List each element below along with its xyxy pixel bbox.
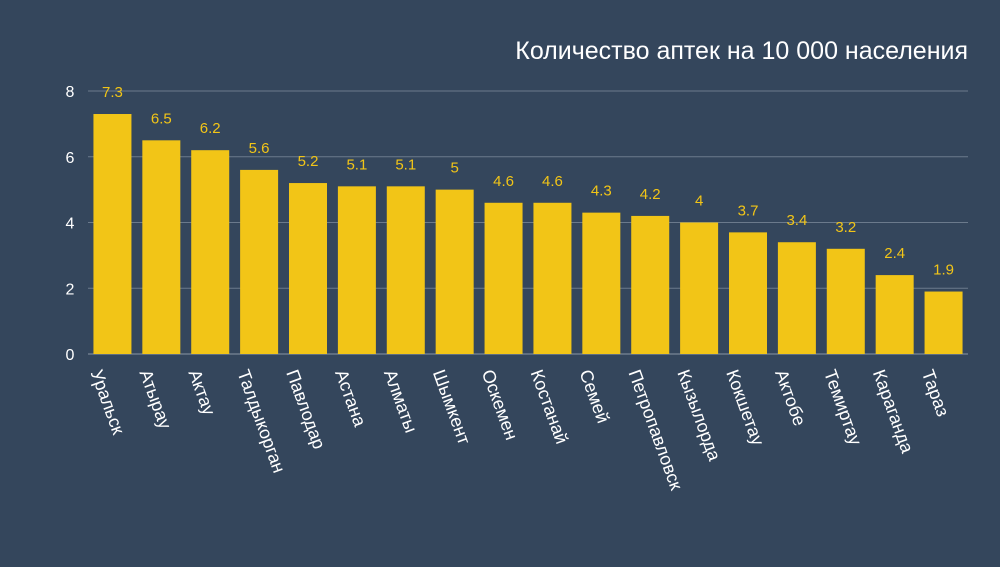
category-label: Тараз	[918, 367, 953, 419]
value-label: 3.4	[786, 212, 807, 229]
value-label: 2.4	[884, 245, 905, 262]
bar	[924, 291, 963, 354]
value-label: 3.2	[835, 219, 856, 236]
value-label: 5.2	[298, 153, 319, 170]
value-label: 6.5	[151, 110, 172, 127]
category-label: Алматы	[380, 367, 421, 436]
category-label: Семей	[576, 367, 614, 426]
bar	[435, 189, 474, 354]
value-label: 4.3	[591, 183, 612, 200]
category-label: Шымкент	[429, 367, 475, 447]
category-label: Талдыкорган	[233, 367, 289, 476]
category-label: Костанай	[527, 367, 572, 447]
gridlines	[88, 90, 968, 355]
bar	[729, 232, 767, 354]
bar	[289, 183, 327, 354]
value-label: 5	[450, 160, 458, 177]
y-tick-label: 6	[66, 150, 75, 167]
bar	[826, 248, 865, 354]
category-label: Караганда	[869, 367, 918, 457]
y-axis-ticks: 0 2 4 6 8	[66, 84, 75, 364]
category-label: Павлодар	[282, 367, 329, 452]
bar	[93, 114, 132, 354]
value-label: 4.2	[640, 186, 661, 203]
bar	[680, 222, 719, 354]
bar	[631, 215, 670, 354]
value-label: 6.2	[200, 120, 221, 137]
category-label: Астана	[331, 367, 370, 430]
value-label: 5.6	[249, 140, 270, 157]
category-label: Уральск	[87, 367, 129, 437]
bar	[484, 202, 523, 354]
y-tick-label: 0	[66, 347, 75, 364]
category-label: Темиртау	[820, 367, 866, 448]
value-label: 5.1	[346, 156, 367, 173]
value-labels: 7.3 6.5 6.2 5.6 5.2 5.1 5.1 5 4.6 4.6 4.3 4.2 4 3.7 3.…	[102, 84, 954, 279]
category-label: Кокшетау	[722, 367, 768, 448]
bar	[875, 275, 914, 354]
value-label: 4	[695, 193, 703, 210]
bar	[142, 140, 181, 354]
category-label: Актау	[184, 367, 219, 418]
bar	[240, 169, 279, 354]
value-label: 4.6	[542, 173, 563, 190]
y-tick-label: 2	[66, 281, 75, 298]
category-label: Оскемен	[478, 367, 522, 443]
category-label: Кызылорда	[673, 367, 725, 464]
category-label: Атырау	[136, 367, 176, 432]
value-label: 7.3	[102, 84, 123, 101]
bar	[582, 212, 621, 354]
value-label: 3.7	[738, 202, 759, 219]
bar	[191, 150, 230, 354]
bar	[777, 242, 816, 354]
value-label: 1.9	[933, 262, 954, 279]
bar	[337, 186, 376, 354]
y-tick-label: 4	[66, 216, 75, 233]
category-label: Актобе	[771, 367, 810, 429]
category-label: Петропавловск	[624, 367, 686, 493]
bar	[386, 186, 425, 354]
bars	[93, 114, 963, 354]
y-tick-label: 8	[66, 84, 75, 101]
value-label: 4.6	[493, 173, 514, 190]
bar	[533, 202, 572, 354]
chart-title: Количество аптек на 10 000 населения	[515, 37, 968, 65]
value-label: 5.1	[395, 156, 416, 173]
